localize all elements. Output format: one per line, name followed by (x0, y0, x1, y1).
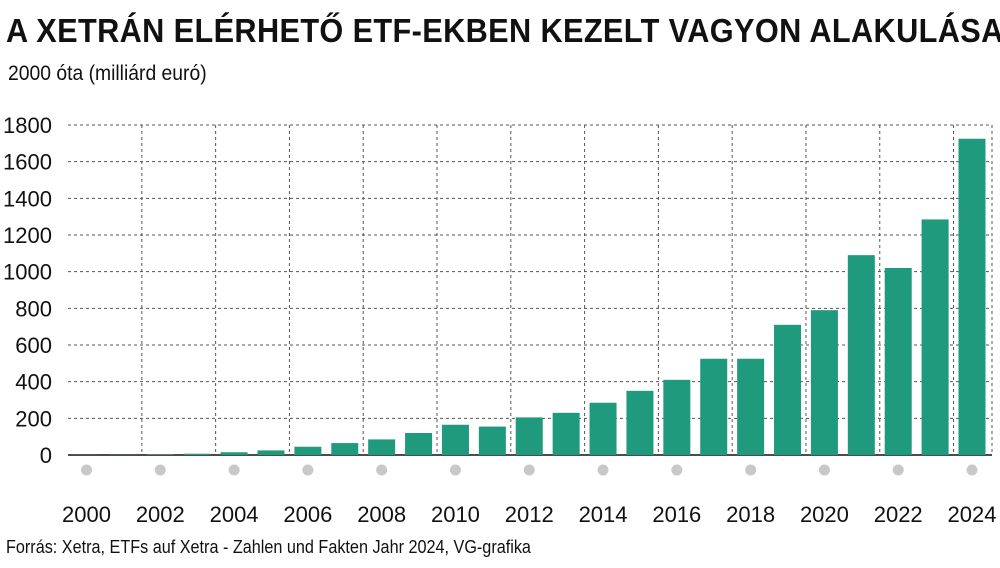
x-tick-label: 2018 (726, 502, 775, 527)
x-tick-label: 2022 (874, 502, 923, 527)
year-marker-dot (154, 464, 166, 476)
year-marker-dot (671, 464, 683, 476)
x-tick-label: 2024 (948, 502, 997, 527)
year-marker-dot (376, 464, 388, 476)
bar (774, 324, 802, 455)
bar (368, 439, 396, 455)
chart-subtitle: 2000 óta (milliárd euró) (8, 62, 207, 85)
year-marker-dot (302, 464, 314, 476)
bar (478, 426, 506, 455)
x-tick-label: 2006 (283, 502, 332, 527)
bar (331, 443, 359, 455)
bar (663, 379, 691, 455)
y-tick-label: 1000 (3, 260, 52, 285)
x-tick-label: 2002 (136, 502, 185, 527)
bar (441, 424, 469, 455)
year-marker-dot (966, 464, 978, 476)
bar (294, 446, 322, 455)
x-tick-label: 2004 (210, 502, 259, 527)
year-marker-dot (818, 464, 830, 476)
year-marker-dot (449, 464, 461, 476)
x-tick-label: 2008 (357, 502, 406, 527)
bar (921, 219, 949, 455)
x-tick-label: 2010 (431, 502, 480, 527)
x-tick-label: 2020 (800, 502, 849, 527)
year-marker-dot (597, 464, 609, 476)
y-tick-label: 0 (40, 443, 52, 468)
bar (700, 358, 728, 455)
bar (626, 390, 654, 455)
bar (884, 268, 912, 455)
source-note: Forrás: Xetra, ETFs auf Xetra - Zahlen u… (6, 537, 531, 557)
bar (183, 453, 211, 455)
x-tick-label: 2012 (505, 502, 554, 527)
bar (220, 452, 248, 455)
y-tick-label: 1600 (3, 150, 52, 175)
bar-series (73, 138, 986, 455)
bar (589, 402, 617, 455)
year-marker-dot (228, 464, 240, 476)
bar (810, 310, 838, 455)
bar (847, 255, 875, 455)
y-axis-ticks: 0 200 400 600 800 1000 1200 1400 1600 1800 (3, 113, 52, 468)
year-marker-dot (892, 464, 904, 476)
y-tick-label: 400 (15, 370, 52, 395)
y-tick-label: 600 (15, 333, 52, 358)
x-axis-ticks: 2000 2002 2004 2006 2008 2010 2012 2014 2016 2018… (62, 502, 996, 527)
x-tick-label: 2000 (62, 502, 111, 527)
year-marker-dot (745, 464, 757, 476)
y-tick-label: 1200 (3, 223, 52, 248)
bar (552, 412, 580, 455)
x-tick-label: 2014 (579, 502, 628, 527)
chart-title: A XETRÁN ELÉRHETŐ ETF-EKBEN KEZELT VAGYO… (6, 12, 1000, 49)
x-tick-label: 2016 (652, 502, 701, 527)
bar (257, 450, 285, 455)
x-axis-markers (81, 464, 978, 476)
bar (737, 358, 765, 455)
bar (405, 433, 433, 455)
year-marker-dot (523, 464, 535, 476)
bar (515, 417, 543, 455)
year-marker-dot (81, 464, 92, 476)
y-tick-label: 1800 (3, 113, 52, 138)
y-tick-label: 1400 (3, 186, 52, 211)
y-tick-label: 200 (15, 406, 52, 431)
bar (958, 138, 986, 455)
y-tick-label: 800 (15, 296, 52, 321)
